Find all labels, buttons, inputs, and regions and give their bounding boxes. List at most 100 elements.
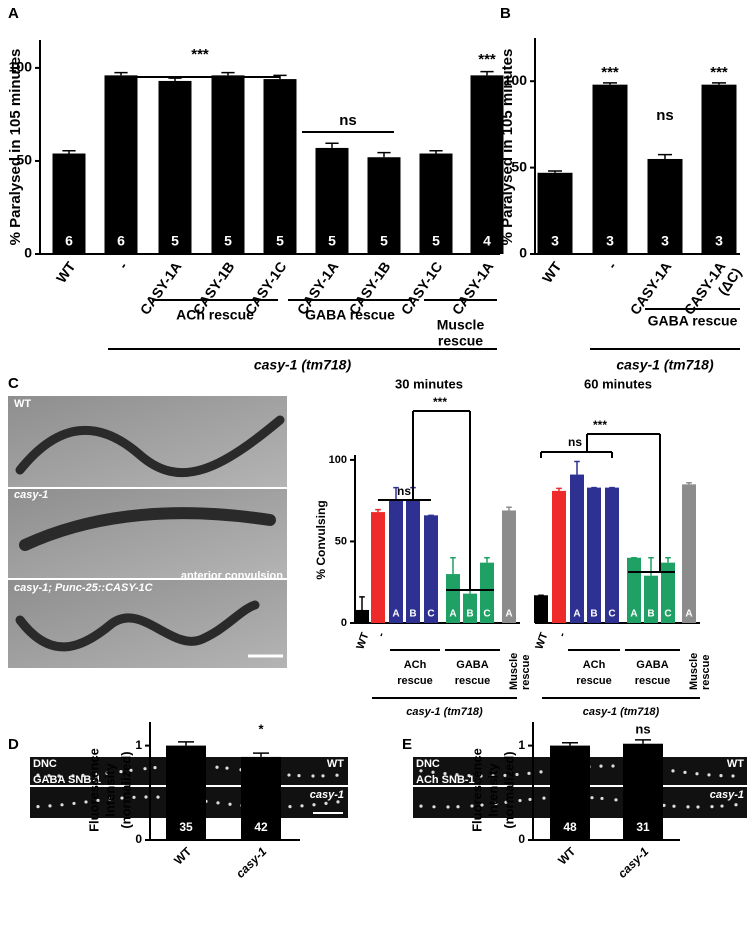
punctum — [672, 804, 676, 808]
bar — [592, 84, 628, 254]
punctum — [480, 803, 484, 807]
y-axis-label: Fluorescence — [86, 748, 101, 832]
punctum — [494, 801, 498, 806]
punctum — [228, 802, 232, 806]
bar-letter: C — [664, 609, 671, 620]
bar — [644, 575, 658, 623]
punctum — [599, 764, 603, 768]
group-label: Muscle — [688, 653, 700, 690]
chart-title: 30 minutes — [395, 376, 463, 391]
bar-n-label: 31 — [636, 820, 650, 834]
punctum — [695, 772, 699, 776]
error-bar — [506, 506, 512, 511]
group-label: rescue — [455, 675, 490, 687]
punctum — [731, 774, 735, 778]
punctum — [95, 772, 99, 776]
punctum — [419, 804, 423, 808]
bar — [158, 80, 192, 254]
punctum — [671, 769, 675, 773]
bar — [419, 153, 453, 254]
micrograph-label: WT — [14, 398, 31, 410]
punctum — [419, 769, 423, 773]
punctum — [71, 774, 75, 778]
panel-label: A — [8, 5, 19, 22]
punctum — [696, 805, 700, 809]
y-tick-label: 100 — [504, 72, 528, 88]
punctum — [132, 795, 136, 799]
panel-label: D — [8, 736, 19, 753]
micrograph-label: casy-1; Punc-25::CASY-1C — [14, 582, 154, 594]
group-label: rescue — [397, 675, 432, 687]
significance-label: *** — [478, 51, 496, 68]
y-axis-label: % Convulsing — [314, 500, 328, 579]
x-tick-label: WT — [555, 844, 579, 868]
micrograph-label: casy-1 — [710, 789, 744, 801]
punctum — [542, 796, 546, 800]
error-bar — [548, 170, 562, 173]
chart-title: 60 minutes — [584, 376, 652, 391]
bar-n-label: 35 — [179, 820, 193, 834]
bar — [367, 157, 401, 254]
punctum — [686, 805, 690, 809]
punctum — [455, 773, 459, 777]
bar — [502, 510, 516, 623]
micrograph-label: DNC — [416, 758, 440, 770]
x-tick-label: - — [115, 258, 131, 271]
error-bar — [712, 82, 726, 85]
worm — [15, 415, 285, 478]
significance-label: ns — [568, 435, 582, 449]
bar-n-label: 3 — [661, 233, 669, 249]
y-axis-label: (normalized) — [501, 751, 516, 828]
punctum — [539, 770, 543, 774]
bar — [647, 158, 683, 254]
bar-n-label: 48 — [563, 820, 577, 834]
micrograph-label: casy-1 — [14, 489, 48, 501]
group-label: GABA — [636, 659, 668, 671]
bar-n-label: 42 — [254, 820, 268, 834]
bar-n-label: 3 — [606, 233, 614, 249]
micrograph-label: ACh SNB-1 — [416, 774, 475, 786]
x-tick-label: WT — [171, 844, 195, 868]
punctum — [515, 772, 519, 777]
significance-label: *** — [191, 46, 209, 63]
x-tick-label: CASY-1A — [449, 259, 497, 318]
punctum — [120, 796, 124, 800]
error-bar — [562, 742, 578, 746]
punctum — [216, 801, 220, 805]
punctum — [710, 805, 714, 809]
error-bar — [603, 82, 617, 85]
error-bar — [168, 77, 182, 81]
punctum — [431, 770, 435, 774]
strain-label: casy-1 (tm718) — [616, 357, 714, 373]
punctum — [432, 805, 436, 809]
x-tick-label: WT — [539, 258, 565, 285]
x-tick-label: casy-1 — [233, 844, 270, 881]
bar — [534, 595, 548, 623]
punctum — [456, 805, 460, 809]
punctum — [479, 774, 483, 778]
punctum — [518, 798, 522, 803]
y-tick-label: 1 — [518, 738, 525, 752]
y-tick-label: 0 — [24, 245, 32, 261]
group-label: ACh — [404, 659, 427, 671]
micrograph-label: WT — [327, 758, 344, 770]
x-tick-label: WT — [533, 631, 550, 651]
group-label: Muscle — [437, 317, 485, 333]
panel-label: B — [500, 5, 511, 22]
significance-label: ns — [397, 484, 411, 498]
significance-label: ns — [339, 112, 357, 129]
y-tick-label: 0 — [518, 832, 525, 846]
error-bar — [658, 153, 672, 159]
bar — [315, 147, 349, 254]
error-bar — [648, 557, 654, 576]
y-tick-label: 50 — [511, 158, 527, 174]
y-tick-label: 100 — [329, 454, 347, 466]
group-label: rescue — [635, 675, 670, 687]
bar — [701, 84, 737, 254]
punctum — [719, 774, 723, 778]
bar — [446, 574, 460, 623]
group-label: ACh rescue — [176, 307, 254, 323]
bar — [682, 484, 696, 623]
punctum — [503, 773, 507, 778]
